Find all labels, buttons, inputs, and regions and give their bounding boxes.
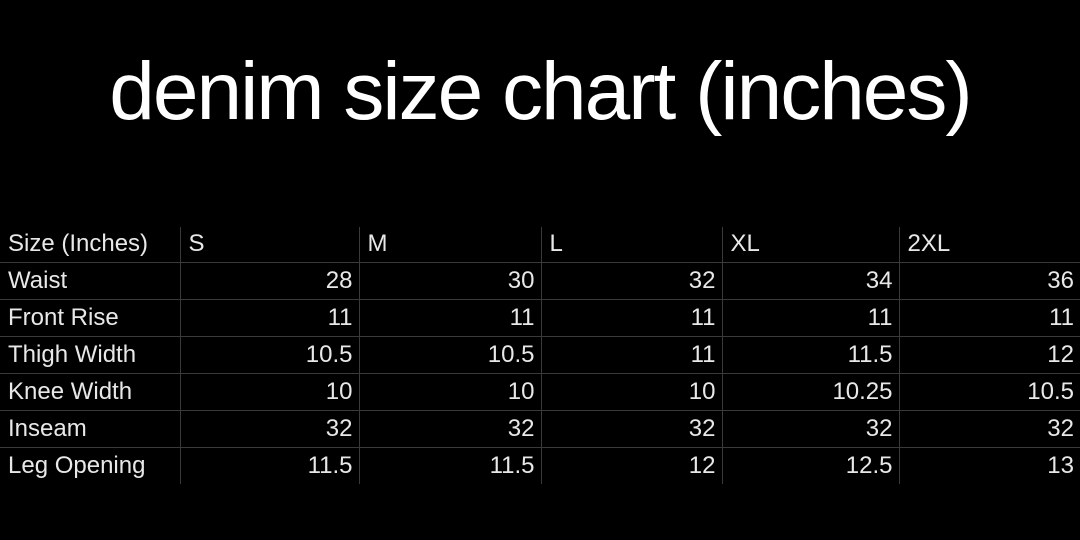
- table-cell: 34: [722, 262, 900, 300]
- table-cell: 10.5: [899, 373, 1080, 411]
- table-cell: 32: [541, 410, 723, 448]
- table-cell: 10: [541, 373, 723, 411]
- column-header-s: S: [180, 227, 360, 263]
- table-cell: 32: [180, 410, 360, 448]
- table-cell: 11.5: [722, 336, 900, 374]
- column-header-xl: XL: [722, 227, 900, 263]
- row-label: Inseam: [0, 410, 181, 448]
- table-cell: 13: [1047, 451, 1074, 479]
- column-header-2xl: 2XL: [899, 227, 1080, 263]
- table-cell: 12: [541, 447, 723, 484]
- table-cell: 11: [180, 299, 360, 337]
- row-label: Knee Width: [0, 373, 181, 411]
- table-cell: 30: [359, 262, 542, 300]
- table-cell: 28: [180, 262, 360, 300]
- table-cell: 10: [359, 373, 542, 411]
- table-row-waist: Waist 28 30 32 34 36: [0, 262, 1080, 300]
- column-header-m: M: [359, 227, 542, 263]
- row-label: Thigh Width: [0, 336, 181, 374]
- table-cell: 12: [899, 336, 1080, 374]
- table-cell: 10.5: [359, 336, 542, 374]
- table-cell: 11: [722, 299, 900, 337]
- table-header-row: Size (Inches) S M L XL 2XL: [0, 227, 1080, 263]
- table-cell: 32: [541, 262, 723, 300]
- table-row-front-rise: Front Rise 11 11 11 11 11: [0, 299, 1080, 337]
- table-cell: 12.5: [722, 447, 900, 484]
- page-title: denim size chart (inches): [109, 46, 972, 137]
- column-header-size: Size (Inches): [0, 227, 181, 263]
- table-cell: 11: [541, 336, 723, 374]
- table-cell: 10: [180, 373, 360, 411]
- row-label: Waist: [0, 262, 181, 300]
- size-chart-table: Size (Inches) S M L XL 2XL Waist 28 30 3…: [0, 227, 1080, 484]
- table-cell: 32: [359, 410, 542, 448]
- row-label: Front Rise: [0, 299, 181, 337]
- table-cell: 11: [359, 299, 542, 337]
- table-row-leg-opening: Leg Opening 11.5 11.5 12 12.5 13: [0, 447, 1080, 484]
- table-cell: 32: [722, 410, 900, 448]
- table-cell: 10.25: [722, 373, 900, 411]
- table-cell: 11: [541, 299, 723, 337]
- table-row-thigh-width: Thigh Width 10.5 10.5 11 11.5 12: [0, 336, 1080, 374]
- table-cell: 32: [899, 410, 1080, 448]
- row-label: Leg Opening: [0, 447, 181, 484]
- table-cell: 11.5: [359, 447, 542, 484]
- table-row-knee-width: Knee Width 10 10 10 10.25 10.5: [0, 373, 1080, 411]
- column-header-l: L: [541, 227, 723, 263]
- table-cell: 11.5: [180, 447, 360, 484]
- table-cell: 10.5: [180, 336, 360, 374]
- table-row-inseam: Inseam 32 32 32 32 32: [0, 410, 1080, 448]
- table-cell: 36: [899, 262, 1080, 300]
- table-cell: 11: [899, 299, 1080, 337]
